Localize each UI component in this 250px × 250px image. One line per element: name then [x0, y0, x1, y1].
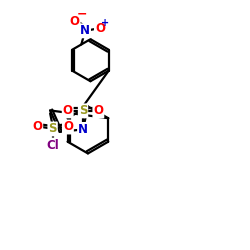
Text: +: +	[101, 18, 110, 28]
Text: N: N	[78, 123, 88, 136]
Text: N: N	[80, 24, 90, 37]
Text: O: O	[32, 120, 42, 134]
Text: −: −	[77, 8, 87, 20]
Text: Cl: Cl	[46, 138, 59, 151]
Text: O: O	[95, 22, 105, 35]
Text: S: S	[79, 104, 87, 118]
Text: O: O	[63, 104, 73, 118]
Text: O: O	[63, 120, 73, 134]
Text: O: O	[93, 104, 103, 118]
Text: O: O	[70, 15, 80, 28]
Text: S: S	[48, 122, 57, 136]
